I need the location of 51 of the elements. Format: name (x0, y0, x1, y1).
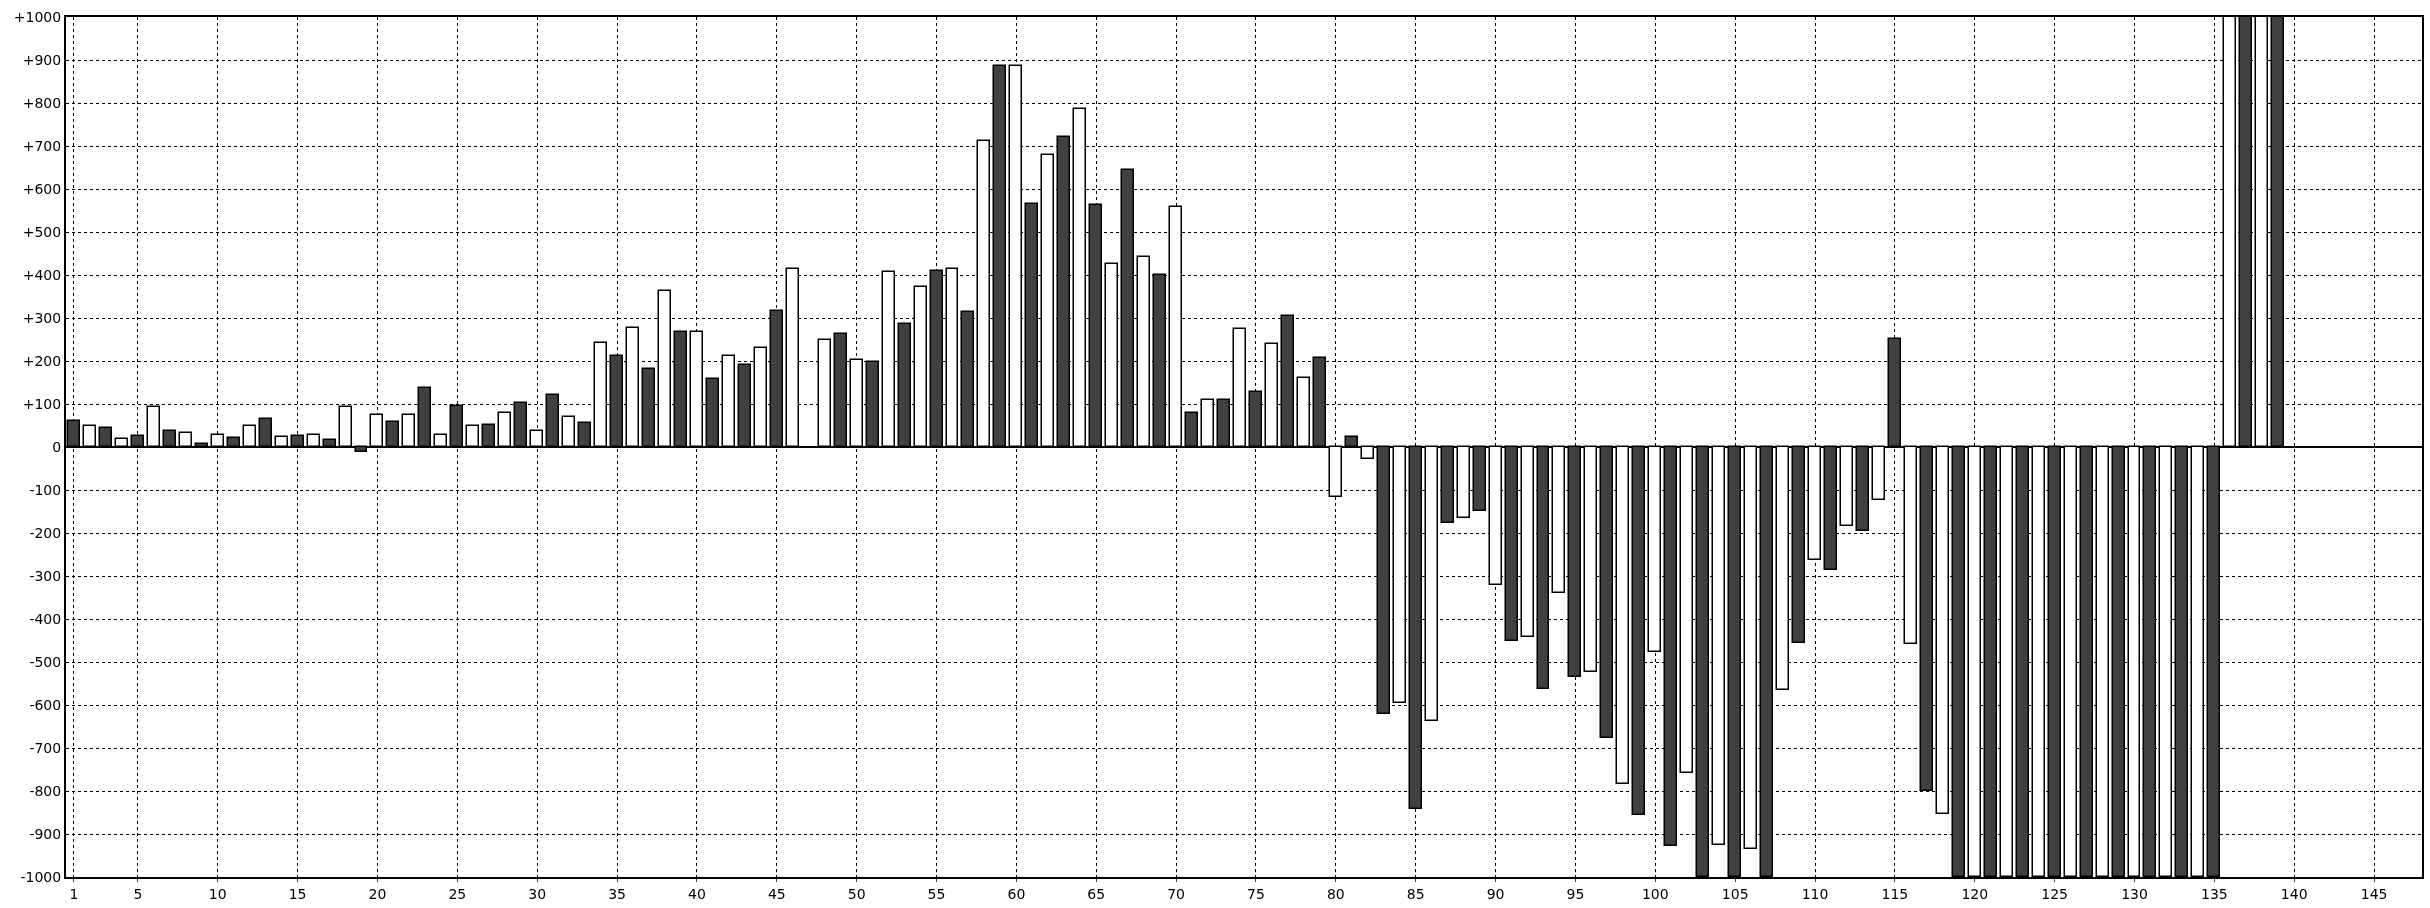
y-tick-label: +200 (22, 352, 62, 369)
x-tick-label: 125 (2041, 885, 2068, 902)
x-tick-label: 40 (688, 885, 706, 902)
x-tick-label: 105 (1721, 885, 1749, 902)
x-tick-label: 5 (133, 885, 143, 902)
y-tick-label: +300 (22, 309, 62, 326)
y-tick-label: +900 (22, 51, 62, 68)
x-tick-label: 120 (1961, 885, 1989, 902)
y-tick-label: -700 (29, 739, 62, 756)
x-tick-label: 10 (208, 885, 227, 902)
y-tick-label: +800 (22, 94, 62, 111)
y-tick-label: +500 (22, 223, 62, 240)
x-tick-label: 145 (2360, 885, 2388, 902)
y-tick-label: -100 (29, 481, 62, 498)
y-tick-label: -500 (29, 653, 62, 670)
y-tick-label: -800 (29, 782, 62, 799)
y-tick-label: +600 (22, 180, 62, 197)
x-tick-label: 1 (69, 885, 79, 902)
y-tick-label: +1000 (13, 8, 62, 25)
y-tick-label: +400 (22, 266, 62, 283)
y-tick-label: -600 (29, 696, 62, 713)
y-tick-label: -400 (29, 610, 62, 627)
y-tick-label: -200 (29, 524, 62, 541)
x-tick-label: 20 (368, 885, 387, 902)
x-tick-label: 90 (1486, 885, 1505, 902)
x-tick-label: 25 (448, 885, 467, 902)
x-tick-label: 110 (1801, 885, 1829, 902)
x-tick-label: 70 (1167, 885, 1186, 902)
x-tick-label: 15 (288, 885, 307, 902)
x-tick-label: 35 (608, 885, 626, 902)
y-tick-label: +100 (22, 395, 62, 412)
x-tick-label: 100 (1641, 885, 1669, 902)
y-tick-label: 0 (52, 438, 62, 455)
x-tick-label: 55 (927, 885, 946, 902)
y-tick-label: -300 (29, 567, 62, 584)
x-tick-label: 115 (1881, 885, 1909, 902)
y-tick-label: +700 (22, 137, 62, 154)
x-tick-label: 80 (1326, 885, 1345, 902)
x-tick-label: 135 (2200, 885, 2228, 902)
x-tick-label: 45 (767, 885, 786, 902)
x-tick-label: 30 (528, 885, 547, 902)
x-tick-label: 60 (1007, 885, 1026, 902)
x-tick-label: 50 (847, 885, 866, 902)
x-tick-label: 140 (2280, 885, 2308, 902)
x-tick-label: 85 (1406, 885, 1425, 902)
x-tick-label: 65 (1087, 885, 1106, 902)
x-tick-label: 130 (2121, 885, 2148, 902)
x-tick-label: 95 (1566, 885, 1585, 902)
y-tick-label: -1000 (20, 868, 62, 885)
y-tick-label: -900 (29, 825, 62, 842)
x-tick-label: 75 (1247, 885, 1265, 902)
